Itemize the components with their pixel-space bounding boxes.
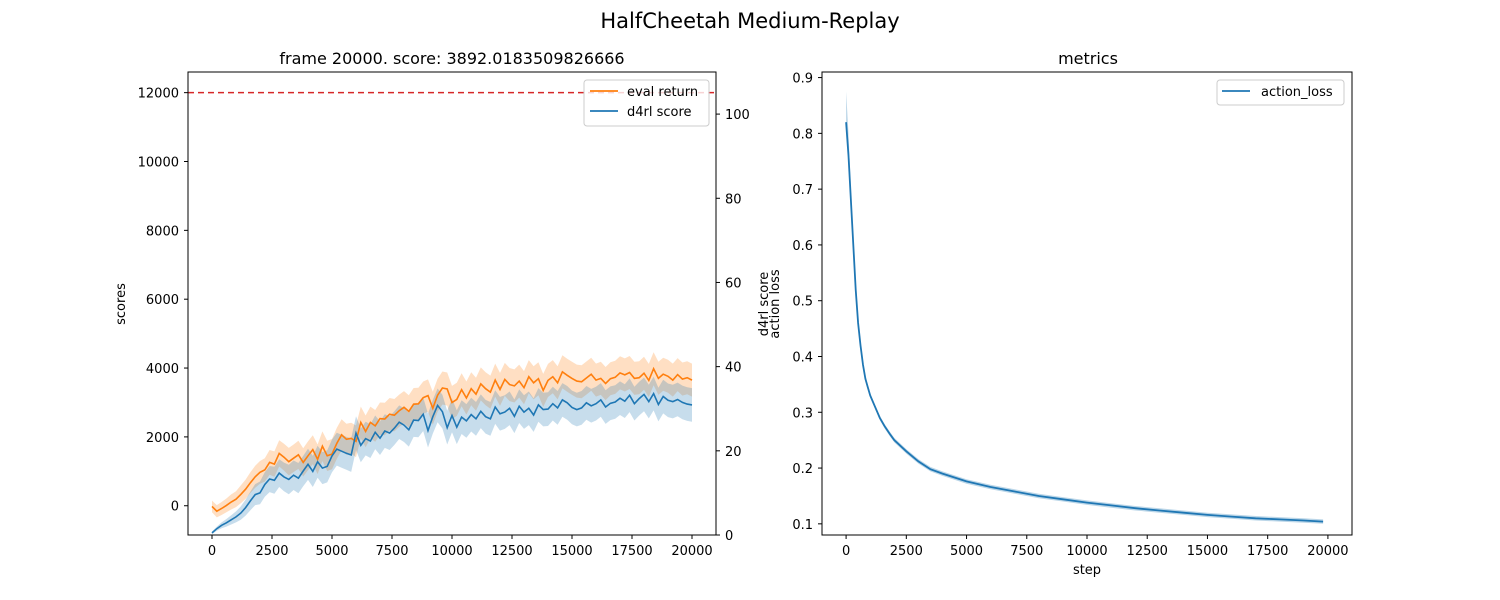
y-axis-label: scores (114, 283, 129, 325)
scores-legend: eval return d4rl score (583, 79, 710, 127)
y-axis-ticks: 0 2000 4000 6000 8000 10000 12000 (138, 87, 188, 515)
x-tick-label: 2500 (890, 544, 923, 559)
x-tick-label: 10000 (1066, 544, 1107, 559)
scores-plot: frame 20000. score: 3892.0183509826666 0… (114, 49, 750, 559)
x-tick-label: 15000 (551, 544, 592, 559)
y2-tick-label: 0 (725, 529, 733, 544)
series-line-eval-return (211, 366, 693, 513)
y2-tick-label: 100 (725, 108, 750, 123)
metrics-x-axis-label: step (1073, 563, 1101, 578)
y2-tick-label: 40 (725, 361, 742, 376)
x-tick-label: 17500 (611, 544, 652, 559)
y2-axis-ticks: 0 20 40 60 80 100 (716, 108, 750, 544)
metrics-plot-title: metrics (1058, 49, 1118, 68)
x-axis-ticks: 0 2500 5000 7500 10000 12500 15000 17500 20000 (208, 535, 713, 559)
metrics-legend: action_loss (1216, 79, 1345, 106)
figure-title: HalfCheetah Medium-Replay (600, 9, 899, 33)
scores-plot-title: frame 20000. score: 3892.0183509826666 (279, 49, 624, 68)
x-tick-label: 7500 (375, 544, 408, 559)
x-tick-label: 12500 (1127, 544, 1168, 559)
y-tick-label: 0.9 (792, 72, 813, 87)
series-line-action-loss (845, 122, 1324, 523)
overlay-y-axis-label: d4rl score (757, 272, 772, 337)
loss-line-group (845, 122, 1324, 523)
y-tick-label: 0.8 (792, 127, 813, 142)
x-tick-label: 12500 (491, 544, 532, 559)
series-line-d4rl-score (211, 391, 693, 534)
x-tick-label: 0 (842, 544, 850, 559)
y-tick-label: 12000 (138, 87, 179, 102)
y-tick-label: 8000 (146, 224, 179, 239)
legend-label: d4rl score (627, 105, 692, 120)
x-tick-label: 5000 (315, 544, 348, 559)
legend-label: action_loss (1261, 85, 1333, 100)
y-tick-label: 0.4 (792, 350, 813, 365)
legend-label: eval return (627, 85, 698, 100)
y-tick-label: 4000 (146, 362, 179, 377)
x-tick-label: 7500 (1010, 544, 1043, 559)
y-tick-label: 0.2 (792, 462, 813, 477)
y-tick-label: 0.3 (792, 406, 813, 421)
x-tick-label: 15000 (1187, 544, 1228, 559)
series-lines (211, 366, 693, 534)
y-tick-label: 0.5 (792, 295, 813, 310)
y2-tick-label: 20 (725, 445, 742, 460)
band-d4rl-score (212, 376, 692, 535)
y-tick-label: 0 (171, 500, 179, 515)
legend-box (1216, 79, 1345, 106)
band-eval-return (212, 352, 692, 518)
x-tick-label: 5000 (950, 544, 983, 559)
x-tick-label: 20000 (1307, 544, 1348, 559)
metrics-y-axis-ticks: 0.1 0.2 0.3 0.4 0.5 0.6 0.7 0.8 0.9 (792, 72, 822, 533)
y2-tick-label: 60 (725, 276, 742, 291)
y-tick-label: 0.7 (792, 183, 813, 198)
x-tick-label: 0 (208, 544, 216, 559)
metrics-x-axis-ticks: 0 2500 5000 7500 10000 12500 15000 17500 20000 (842, 535, 1349, 559)
y-tick-label: 0.1 (792, 518, 813, 533)
x-tick-label: 10000 (431, 544, 472, 559)
confidence-bands (212, 352, 692, 535)
x-tick-label: 17500 (1247, 544, 1288, 559)
y-tick-label: 0.6 (792, 239, 813, 254)
y-tick-label: 6000 (146, 293, 179, 308)
metrics-y-axis-label: action loss (768, 269, 783, 338)
y-tick-label: 2000 (146, 431, 179, 446)
x-tick-label: 20000 (671, 544, 712, 559)
metrics-plot: metrics 0 2500 5000 7500 10000 12500 15000 1750… (757, 49, 1353, 578)
y-tick-label: 10000 (138, 156, 179, 171)
y2-tick-label: 80 (725, 192, 742, 207)
x-tick-label: 2500 (255, 544, 288, 559)
